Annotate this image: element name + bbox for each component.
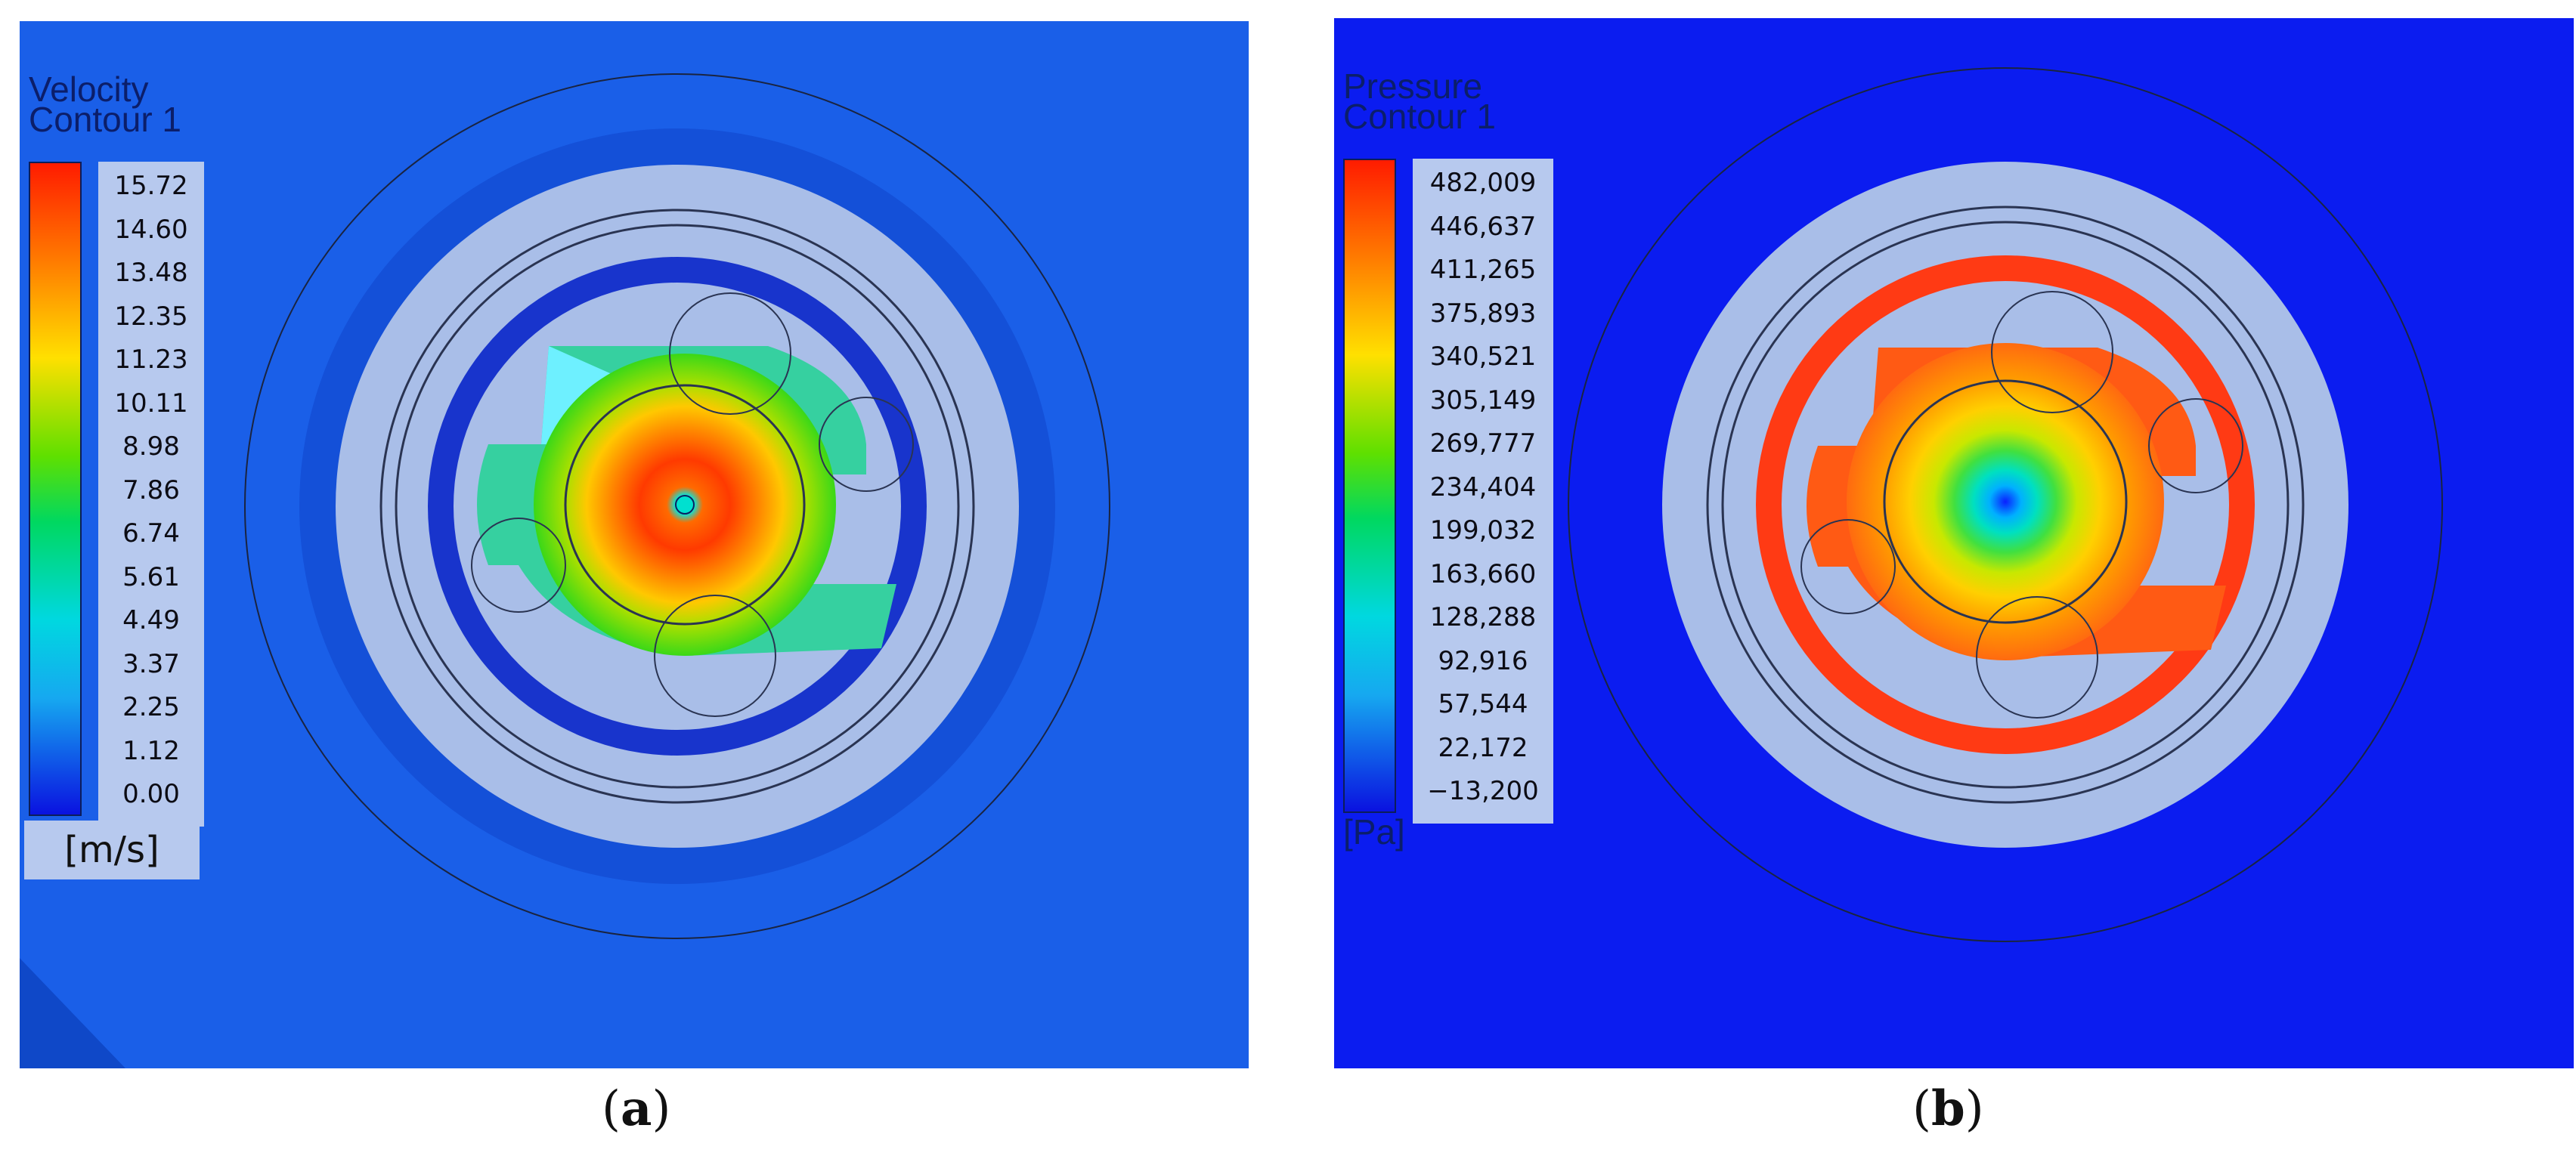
tick-label: 7.86: [122, 474, 180, 505]
velocity-tick-labels: 15.72 14.60 13.48 12.35 11.23 10.11 8.98 7.86 6.…: [98, 162, 204, 827]
tick-label: 6.74: [122, 518, 180, 549]
pressure-colorbar-frame: [1343, 159, 1396, 813]
velocity-unit-label: [m/s]: [24, 821, 200, 879]
stator-line-outer: [379, 209, 975, 804]
tick-label: 3.37: [122, 648, 180, 679]
tick-label: 2.25: [122, 692, 180, 722]
tick-label: 234,404: [1429, 471, 1537, 502]
upper-lobe: [1991, 291, 2113, 413]
velocity-center: [675, 495, 695, 515]
tick-label: 128,288: [1429, 602, 1537, 632]
tick-label: 15.72: [114, 171, 188, 201]
velocity-colorbar-frame: [29, 162, 82, 816]
tick-label: 375,893: [1429, 298, 1537, 329]
pressure-contour-panel: Pressure Contour 1 482,009 446,637 411,265…: [1334, 18, 2574, 1068]
tick-label: 1.12: [122, 735, 180, 766]
rotor-outline: [564, 384, 806, 626]
tick-label: 14.60: [114, 214, 188, 245]
tick-label: 13.48: [114, 258, 188, 288]
tick-label: 199,032: [1429, 515, 1537, 546]
right-lobe: [819, 397, 914, 492]
caption-a: (a): [602, 1080, 671, 1137]
rotor-outline: [1883, 379, 2128, 624]
tick-label: 12.35: [114, 301, 188, 332]
lower-lobe: [1976, 596, 2098, 719]
tick-label: 482,009: [1429, 168, 1537, 198]
legend-title-variable: Pressure: [1343, 66, 1483, 106]
tick-label: 269,777: [1429, 428, 1537, 459]
tick-label: 5.61: [122, 561, 180, 592]
right-lobe: [2148, 398, 2243, 493]
outer-boundary-circle: [1568, 67, 2443, 942]
tick-label: −13,200: [1427, 776, 1539, 806]
tick-label: 11.23: [114, 345, 188, 375]
pressure-core: [1847, 343, 2164, 660]
tick-label: 340,521: [1429, 342, 1537, 372]
tick-label: 446,637: [1429, 211, 1537, 242]
tick-label: 4.49: [122, 605, 180, 635]
tick-label: 92,916: [1438, 645, 1528, 676]
caption-b: (b): [1912, 1080, 1984, 1137]
tick-label: 305,149: [1429, 385, 1537, 416]
legend-title-contour: Contour 1: [1343, 97, 1497, 136]
velocity-contour-plot: [20, 73, 1110, 1068]
pressure-colorbar-fill: [1343, 159, 1396, 813]
corner-shading: [20, 958, 125, 1068]
caption-b-letter: b: [1930, 1080, 1965, 1137]
lower-lobe: [654, 595, 776, 717]
tick-label: 411,265: [1429, 255, 1537, 285]
outer-boundary-circle: [244, 73, 1110, 939]
left-lobe: [1800, 519, 1896, 614]
tick-label: 0.00: [122, 779, 180, 809]
stator-line-inner: [1721, 221, 2290, 789]
caption-a-letter: a: [620, 1080, 652, 1137]
stator-line-outer: [1706, 206, 2305, 804]
pressure-contour-plot: [1343, 67, 2443, 942]
tick-label: 8.98: [122, 431, 180, 462]
tick-label: 22,172: [1438, 732, 1528, 763]
tick-label: 10.11: [114, 388, 188, 419]
stator-line-inner: [395, 224, 960, 789]
tick-label: 163,660: [1429, 558, 1537, 589]
velocity-contour-panel: Velocity Contour 1 15.72 14.60 13.48 12.35 1…: [20, 21, 1249, 1068]
velocity-colorbar-fill: [29, 162, 82, 816]
upper-lobe: [669, 292, 791, 415]
pressure-tick-labels: 482,009 446,637 411,265 375,893 340,521 305,1…: [1413, 159, 1553, 824]
legend-title-contour: Contour 1: [29, 100, 182, 139]
legend-title-variable: Velocity: [29, 70, 149, 109]
left-lobe: [471, 518, 566, 613]
tick-label: 57,544: [1438, 689, 1528, 719]
pressure-unit-label: [Pa]: [1343, 812, 1405, 852]
